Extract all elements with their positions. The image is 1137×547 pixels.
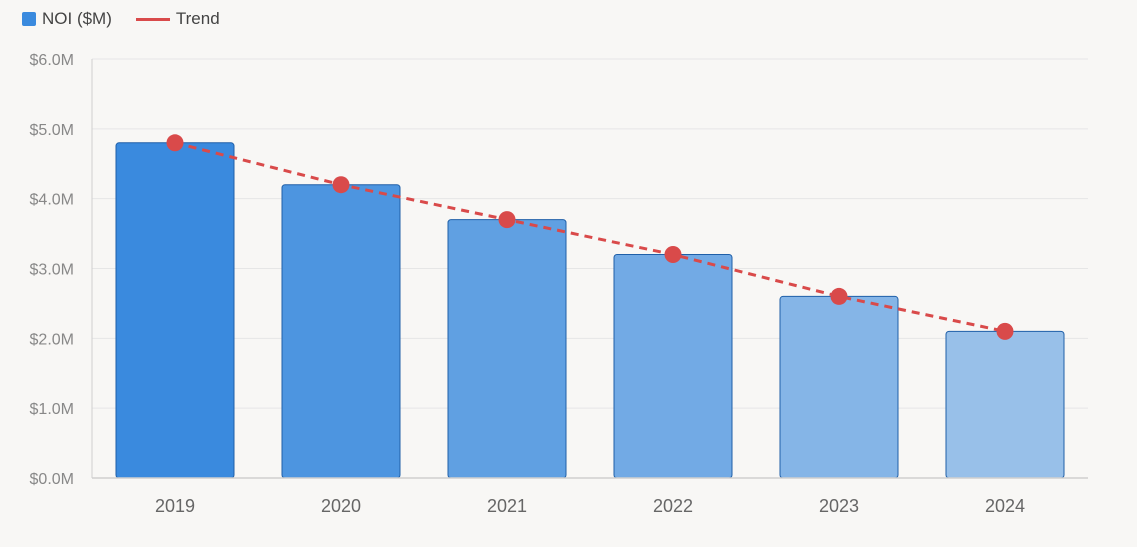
trend-point-2019[interactable] <box>166 134 184 152</box>
x-tick-label: 2019 <box>155 496 195 516</box>
x-tick-label: 2024 <box>985 496 1025 516</box>
trend-point-2024[interactable] <box>996 322 1014 340</box>
bar-2019[interactable] <box>115 142 235 479</box>
trend-point-2021[interactable] <box>498 211 516 229</box>
bar-2021[interactable] <box>447 219 567 479</box>
bar-2023[interactable] <box>779 295 899 479</box>
legend-label-noi: NOI ($M) <box>42 9 112 28</box>
y-tick-label: $2.0M <box>30 331 74 348</box>
trend-line <box>174 141 1006 333</box>
legend-swatch-noi <box>22 12 36 26</box>
x-tick-label: 2023 <box>819 496 859 516</box>
x-tick-label: 2022 <box>653 496 693 516</box>
legend-item-trend[interactable]: Trend <box>135 9 220 29</box>
trend-point-2022[interactable] <box>664 246 682 264</box>
chart-legend: NOI ($M) Trend <box>22 8 220 30</box>
y-tick-label: $5.0M <box>30 122 74 139</box>
trend-point-2020[interactable] <box>332 176 350 194</box>
x-tick-label: 2021 <box>487 496 527 516</box>
axes: 2019 2020 2021 2022 2023 2024 <box>91 59 1088 516</box>
grid-lines: $0.0M $1.0M $2.0M $3.0M $4.0M $5.0M $6.0M <box>30 52 1088 488</box>
legend-swatch-trend <box>135 17 170 21</box>
legend-item-noi[interactable]: NOI ($M) <box>22 9 112 29</box>
trend-line-group <box>166 134 1014 340</box>
y-tick-label: $1.0M <box>30 401 74 418</box>
legend-label-trend: Trend <box>175 9 220 28</box>
bar-2020[interactable] <box>281 184 401 479</box>
x-tick-label: 2020 <box>321 496 361 516</box>
bar-2024[interactable] <box>945 330 1065 479</box>
y-tick-label: $4.0M <box>30 192 74 209</box>
y-tick-label: $3.0M <box>30 262 74 279</box>
bars <box>115 142 1065 479</box>
y-tick-label: $0.0M <box>30 471 74 488</box>
y-tick-label: $6.0M <box>30 52 74 69</box>
bar-2022[interactable] <box>613 254 733 479</box>
trend-point-2023[interactable] <box>830 287 848 305</box>
